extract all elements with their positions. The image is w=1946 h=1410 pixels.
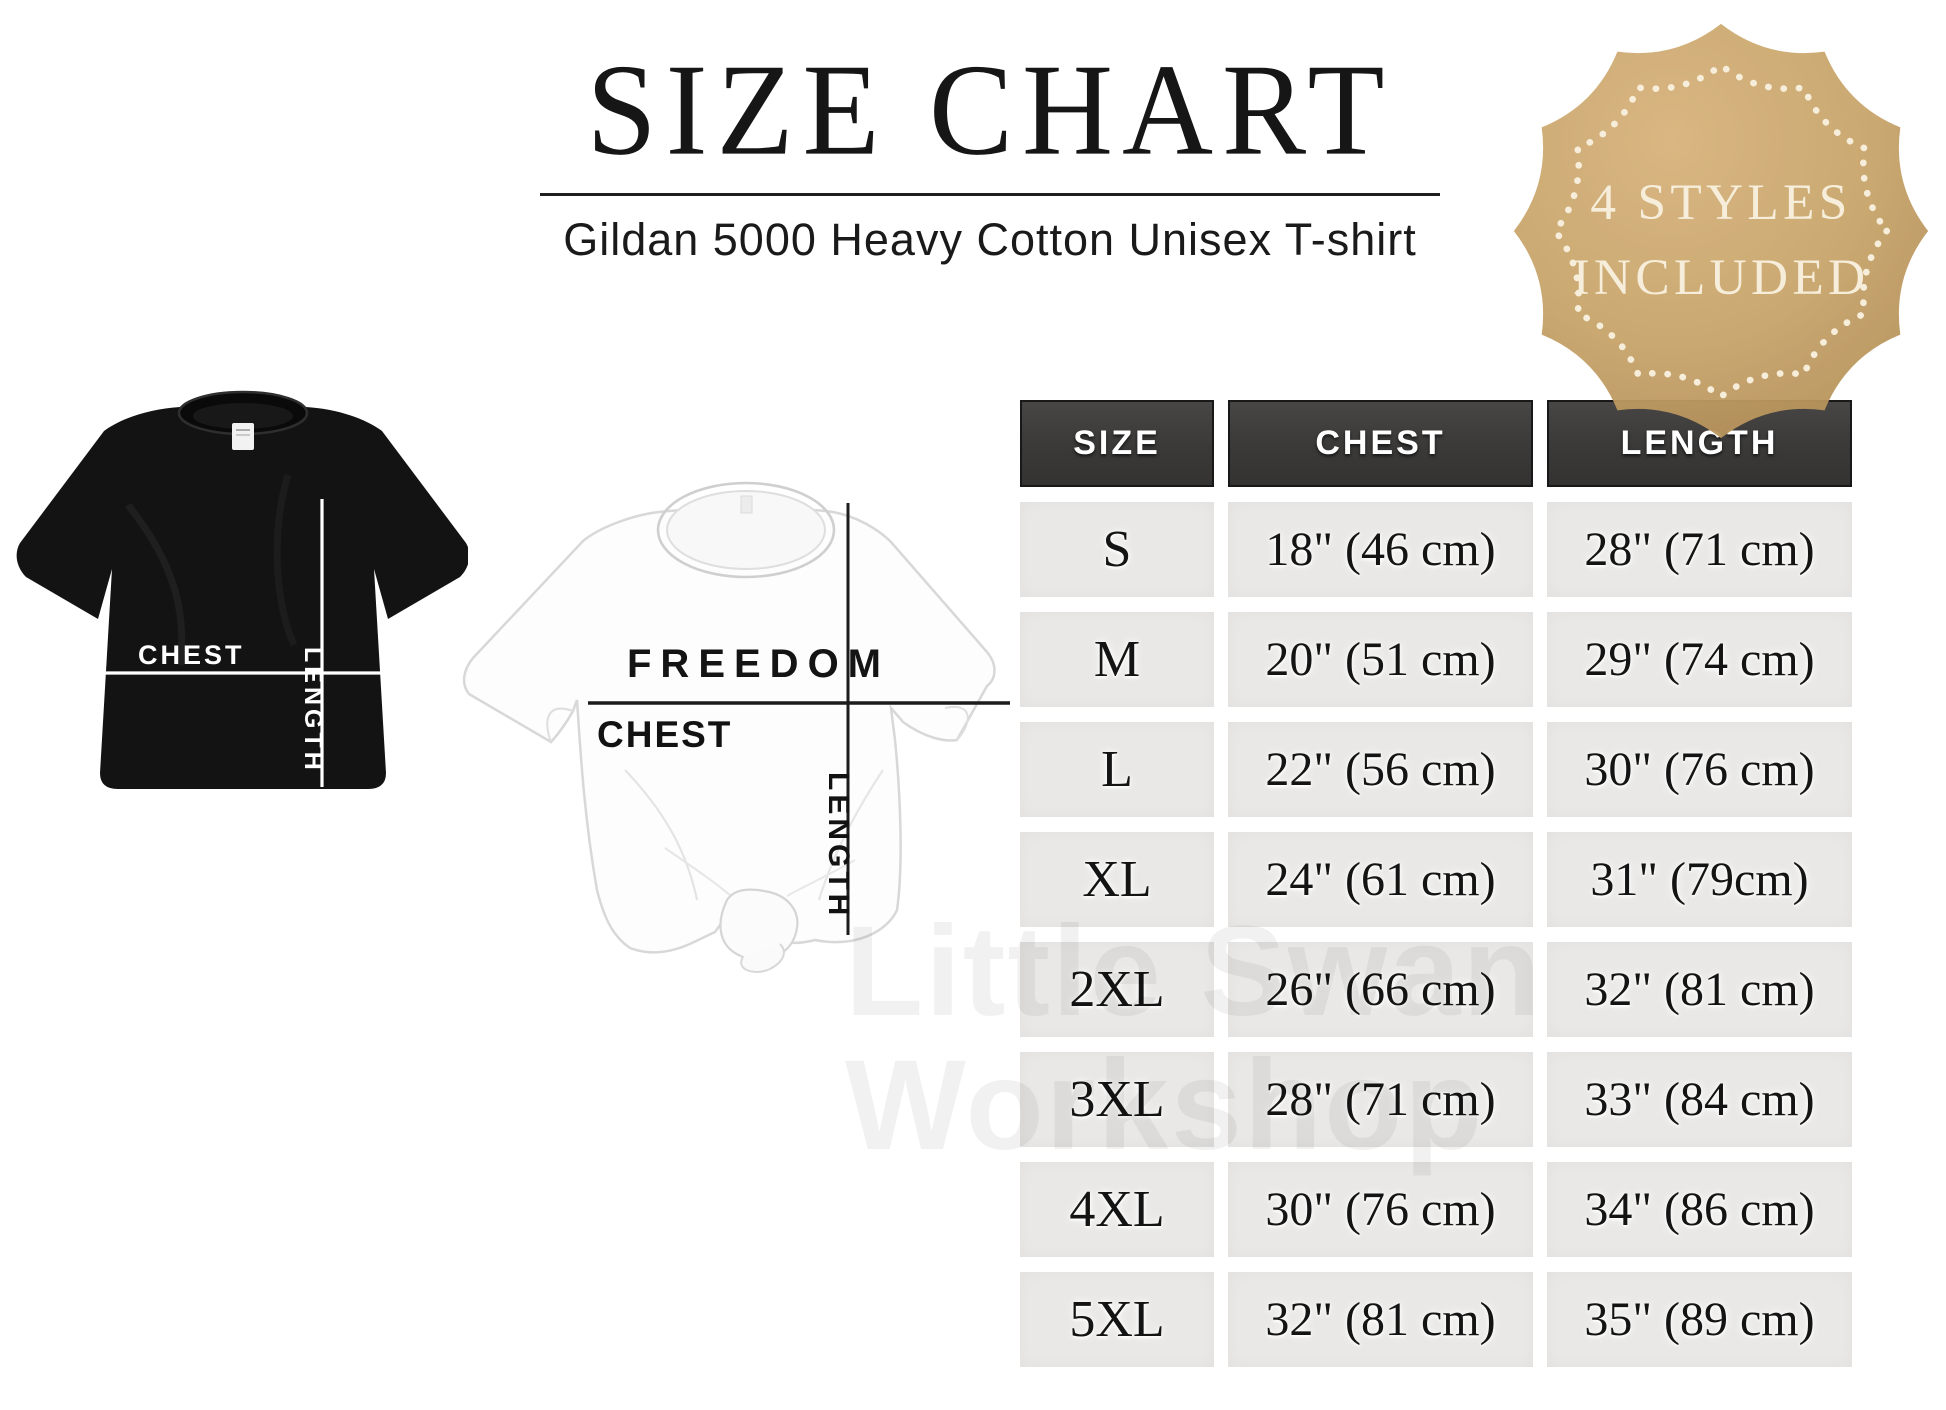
black-shirt-wrinkle: [273, 473, 298, 647]
chest-cell: 28" (71 cm): [1228, 1052, 1533, 1147]
page-title: SIZE CHART: [586, 38, 1394, 183]
length-cell: 32" (81 cm): [1547, 942, 1852, 1037]
white-shirt-collar: [656, 481, 836, 579]
black-shirt-collar-inner: [193, 403, 293, 429]
styles-badge: 4 STYLES INCLUDED: [1504, 14, 1938, 448]
black-shirt-body: [16, 407, 468, 789]
chest-cell: 32" (81 cm): [1228, 1272, 1533, 1367]
size-cell: 2XL: [1020, 942, 1214, 1037]
size-cell: M: [1020, 612, 1214, 707]
white-shirt-neck-tag: [740, 495, 753, 514]
chest-cell: 26" (66 cm): [1228, 942, 1533, 1037]
length-cell: 34" (86 cm): [1547, 1162, 1852, 1257]
header: SIZE CHART Gildan 5000 Heavy Cotton Unis…: [540, 34, 1440, 266]
chest-label-white: CHEST: [597, 714, 732, 755]
freedom-print: FREEDOM: [627, 642, 890, 686]
title-divider: [540, 192, 1440, 196]
seal-shape: [1513, 23, 1929, 439]
length-cell: 35" (89 cm): [1547, 1272, 1852, 1367]
white-shirt-cuff-roll: [546, 707, 574, 743]
size-cell: L: [1020, 722, 1214, 817]
badge-seal-icon: 4 STYLES INCLUDED: [1513, 23, 1929, 439]
white-shirt-knot-tail: [740, 943, 785, 973]
black-shirt-wrinkle: [125, 502, 186, 666]
length-cell: 29" (74 cm): [1547, 612, 1852, 707]
white-shirt-collar-inner: [666, 490, 826, 570]
chest-cell: 18" (46 cm): [1228, 502, 1533, 597]
chest-cell: 30" (76 cm): [1228, 1162, 1533, 1257]
white-shirt-fold: [624, 769, 699, 901]
length-cell: 30" (76 cm): [1547, 722, 1852, 817]
white-shirt-body: [462, 504, 996, 954]
length-cell: 31" (79cm): [1547, 832, 1852, 927]
chest-cell: 20" (51 cm): [1228, 612, 1533, 707]
size-cell: 3XL: [1020, 1052, 1214, 1147]
size-cell: 5XL: [1020, 1272, 1214, 1367]
black-shirt-neck-tag: [232, 423, 254, 450]
white-shirt-knot: [719, 888, 799, 961]
chest-cell: 24" (61 cm): [1228, 832, 1533, 927]
badge-line1: 4 STYLES: [1590, 174, 1851, 231]
size-cell: S: [1020, 502, 1214, 597]
black-tshirt-illustration: CHEST LENGTH: [16, 390, 468, 789]
size-table: SIZE CHEST LENGTH S 18" (46 cm) 28" (71 …: [1020, 400, 1852, 1367]
col-header-chest: CHEST: [1228, 400, 1533, 487]
col-header-size: SIZE: [1020, 400, 1214, 487]
chest-cell: 22" (56 cm): [1228, 722, 1533, 817]
page-subtitle: Gildan 5000 Heavy Cotton Unisex T-shirt: [563, 213, 1417, 265]
chest-label-black: CHEST: [138, 640, 245, 670]
length-label-white: LENGTH: [822, 772, 855, 919]
white-shirt-cuff-roll: [944, 705, 969, 741]
size-cell: XL: [1020, 832, 1214, 927]
badge-line2: INCLUDED: [1573, 249, 1870, 306]
length-cell: 33" (84 cm): [1547, 1052, 1852, 1147]
white-tshirt-illustration: FREEDOM CHEST LENGTH: [462, 481, 1010, 973]
length-label-black: LENGTH: [299, 647, 327, 774]
size-cell: 4XL: [1020, 1162, 1214, 1257]
white-shirt-fold: [664, 847, 732, 897]
white-shirt-fold: [817, 769, 884, 901]
length-cell: 28" (71 cm): [1547, 502, 1852, 597]
